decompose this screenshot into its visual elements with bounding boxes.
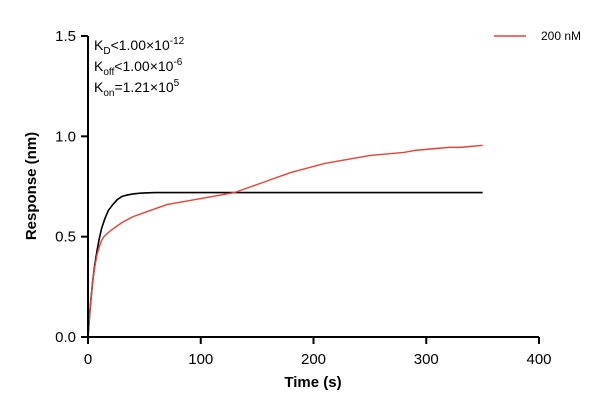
annotation-d: KD<1.00×10-12: [94, 36, 185, 57]
y-tick-label-3: 1.5: [55, 28, 76, 45]
x-tick-label-3: 300: [414, 351, 439, 368]
fit-curve: [88, 193, 483, 337]
legend: 200 nM: [494, 29, 581, 43]
x-tick-label-2: 200: [301, 351, 326, 368]
legend-label: 200 nM: [541, 29, 581, 43]
x-axis-title: Time (s): [284, 374, 341, 391]
x-tick-label-1: 100: [188, 351, 213, 368]
x-tick-label-0: 0: [84, 351, 92, 368]
plot-series-group: [88, 145, 483, 337]
y-tick-label-2: 1.0: [55, 128, 76, 145]
annotation-off: Koff<1.00×10-6: [94, 57, 183, 78]
y-tick-label-1: 0.5: [55, 229, 76, 246]
y-tick-label-0: 0.0: [55, 329, 76, 346]
annotation-on: Kon=1.21×105: [94, 78, 180, 99]
series-line-0: [88, 145, 483, 337]
x-tick-label-4: 400: [526, 351, 551, 368]
y-axis-title: Response (nm): [23, 132, 40, 240]
